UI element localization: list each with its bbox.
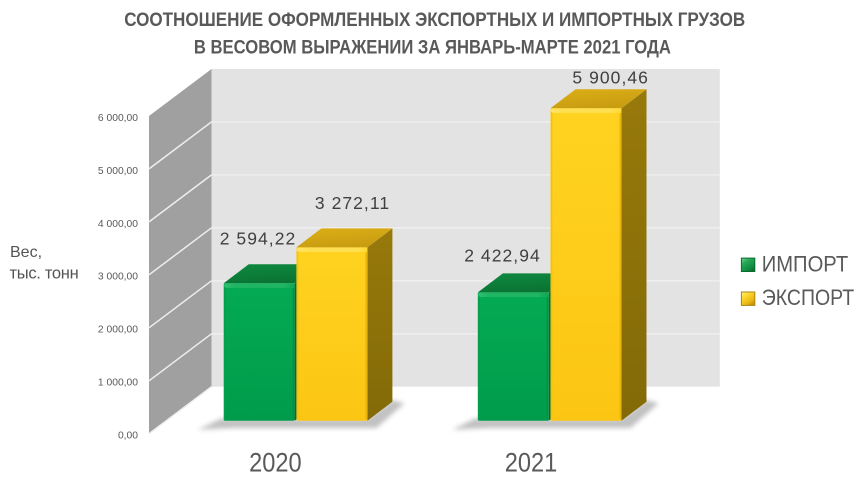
svg-text:1 000,00: 1 000,00 bbox=[98, 378, 138, 389]
svg-text:2021: 2021 bbox=[505, 447, 558, 477]
svg-text:Вес,: Вес, bbox=[10, 244, 42, 261]
svg-text:6 000,00: 6 000,00 bbox=[98, 113, 138, 124]
svg-text:ИМПОРТ: ИМПОРТ bbox=[762, 251, 849, 276]
svg-text:5 900,46: 5 900,46 bbox=[572, 68, 649, 88]
svg-text:ЭКСПОРТ: ЭКСПОРТ bbox=[762, 285, 855, 310]
svg-text:0,00: 0,00 bbox=[118, 431, 138, 442]
svg-text:2020: 2020 bbox=[249, 447, 302, 477]
svg-text:4 000,00: 4 000,00 bbox=[98, 219, 138, 230]
svg-text:СООТНОШЕНИЕ ОФОРМЛЕННЫХ ЭКСПОР: СООТНОШЕНИЕ ОФОРМЛЕННЫХ ЭКСПОРТНЫХ И ИМП… bbox=[124, 9, 745, 31]
svg-text:2 422,94: 2 422,94 bbox=[464, 246, 541, 266]
svg-text:3 000,00: 3 000,00 bbox=[98, 272, 138, 283]
svg-text:5 000,00: 5 000,00 bbox=[98, 166, 138, 177]
svg-text:2 594,22: 2 594,22 bbox=[220, 228, 297, 248]
svg-text:тыс. тонн: тыс. тонн bbox=[10, 265, 79, 283]
svg-text:2 000,00: 2 000,00 bbox=[98, 325, 138, 336]
svg-text:3 272,11: 3 272,11 bbox=[315, 193, 390, 213]
svg-text:В ВЕСОВОМ ВЫРАЖЕНИИ ЗА ЯНВАРЬ-: В ВЕСОВОМ ВЫРАЖЕНИИ ЗА ЯНВАРЬ-МАРТЕ 2021… bbox=[194, 36, 671, 58]
